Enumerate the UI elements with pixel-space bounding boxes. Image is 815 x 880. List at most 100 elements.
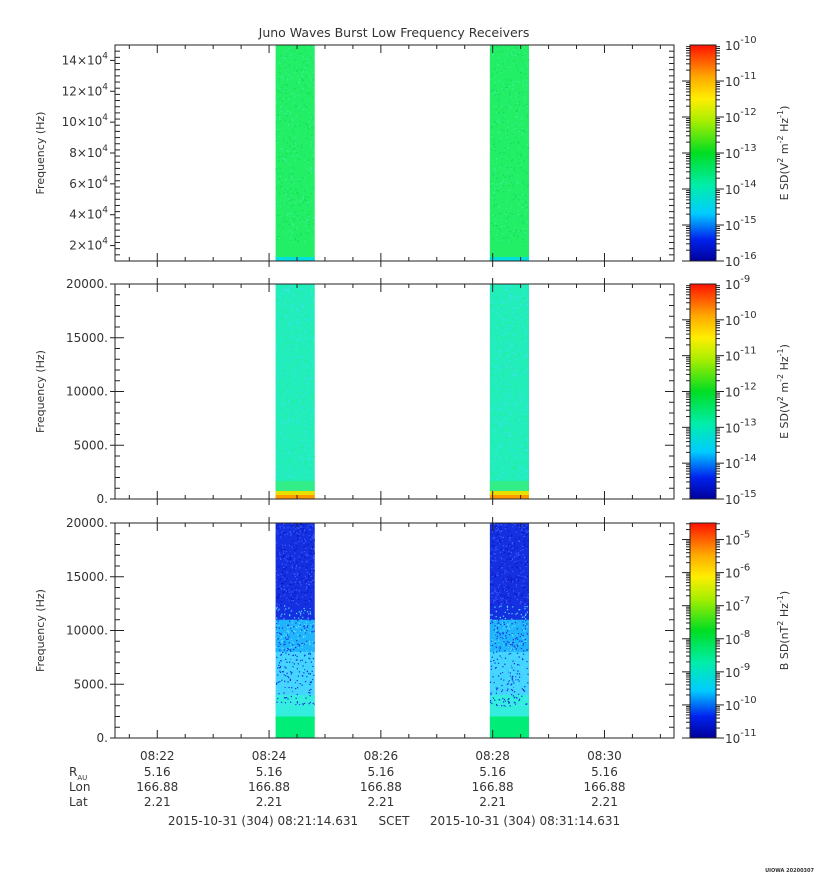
speckle [286, 390, 288, 392]
speckle [527, 406, 529, 408]
speckle [279, 392, 282, 394]
speckle [295, 344, 297, 347]
speckle [519, 445, 522, 447]
speckle [311, 564, 313, 566]
speckle [493, 530, 495, 533]
speckle [308, 703, 310, 705]
speckle [493, 139, 495, 141]
speckle [285, 556, 288, 558]
speckle [299, 651, 302, 653]
speckle [292, 690, 294, 693]
speckle [292, 673, 294, 675]
speckle [508, 677, 510, 680]
speckle [293, 701, 296, 704]
speckle [497, 307, 499, 309]
speckle [301, 687, 303, 689]
speckle [297, 675, 299, 677]
speckle [513, 663, 515, 665]
speckle [504, 601, 506, 604]
speckle [514, 456, 517, 458]
speckle [293, 370, 295, 373]
speckle [491, 75, 494, 77]
speckle [520, 163, 522, 166]
speckle [524, 320, 527, 322]
speckle [500, 432, 503, 434]
ephemeris-value: 5.16 [144, 765, 171, 779]
speckle [282, 605, 284, 607]
speckle [519, 154, 521, 157]
speckle [504, 650, 506, 652]
speckle [288, 345, 290, 347]
speckle [527, 667, 529, 670]
speckle [495, 158, 497, 161]
speckle [491, 330, 493, 332]
speckle [503, 225, 505, 227]
speckle [524, 675, 526, 677]
speckle [522, 395, 524, 397]
speckle [310, 541, 312, 544]
speckle [507, 688, 509, 690]
speckle [525, 133, 527, 136]
speckle [491, 572, 494, 575]
speckle [523, 526, 525, 529]
speckle [287, 396, 289, 399]
speckle [501, 467, 504, 469]
speckle [510, 426, 512, 428]
speckle [501, 558, 503, 560]
speckle [298, 141, 301, 143]
speckle [492, 315, 494, 317]
speckle [497, 694, 500, 696]
speckle [280, 607, 282, 609]
speckle [522, 432, 524, 434]
speckle [499, 414, 501, 416]
speckle [494, 191, 496, 193]
speckle [494, 146, 496, 148]
speckle [497, 590, 500, 593]
speckle [500, 425, 503, 427]
speckle [526, 114, 528, 116]
speckle [519, 654, 521, 657]
speckle [301, 437, 303, 439]
speckle [309, 294, 312, 296]
speckle [280, 448, 282, 450]
speckle [499, 403, 501, 405]
burst-band-main [275, 284, 315, 499]
speckle [519, 417, 521, 420]
speckle [508, 646, 510, 648]
speckle [508, 600, 510, 602]
speckle [295, 342, 297, 344]
speckle [526, 439, 529, 441]
speckle [507, 630, 509, 632]
speckle [278, 178, 281, 180]
speckle [287, 555, 289, 557]
speckle [291, 526, 293, 529]
speckle [300, 185, 302, 187]
speckle [505, 86, 507, 89]
speckle [507, 553, 509, 556]
speckle [303, 199, 305, 202]
speckle [525, 560, 527, 562]
speckle [282, 667, 284, 669]
speckle [292, 145, 294, 148]
speckle [306, 296, 308, 298]
speckle [504, 414, 506, 416]
speckle [493, 329, 495, 331]
speckle [504, 617, 506, 620]
speckle [524, 657, 526, 659]
speckle [518, 353, 520, 356]
speckle [285, 422, 287, 425]
speckle [499, 393, 502, 395]
speckle [276, 588, 278, 590]
speckle [312, 688, 314, 690]
speckle [287, 698, 289, 700]
speckle [516, 634, 518, 636]
speckle [290, 403, 292, 405]
speckle [301, 659, 303, 661]
speckle [300, 613, 302, 615]
speckle [519, 341, 522, 344]
speckle [525, 633, 528, 635]
speckle [297, 477, 299, 479]
speckle [281, 647, 283, 649]
speckle [517, 335, 520, 337]
speckle [283, 334, 285, 336]
